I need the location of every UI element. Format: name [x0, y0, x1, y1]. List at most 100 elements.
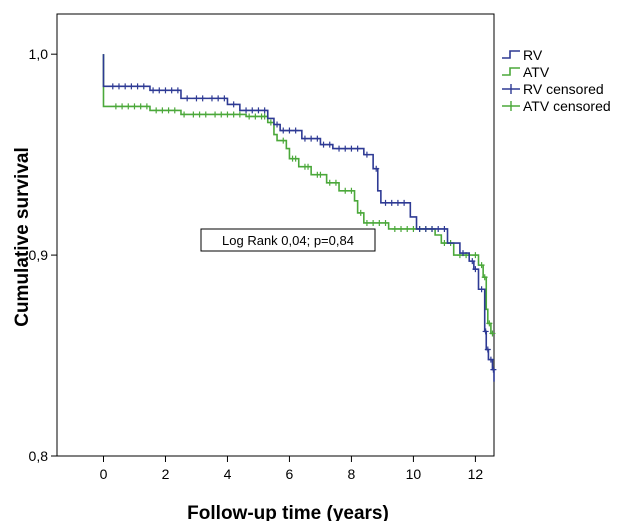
censor-mark-atv — [119, 103, 126, 110]
censor-mark-rv — [230, 101, 237, 108]
x-tick-label: 4 — [224, 466, 232, 482]
censor-mark-rv — [416, 225, 423, 232]
plot-area-border — [56, 13, 495, 457]
censor-mark-atv — [196, 111, 203, 118]
legend-label: ATV censored — [523, 98, 611, 114]
censor-mark-atv — [363, 219, 370, 226]
legend-censor-swatch — [502, 84, 520, 94]
censor-mark-atv — [348, 187, 355, 194]
censor-mark-atv — [137, 103, 144, 110]
censor-mark-atv — [125, 103, 132, 110]
censor-mark-rv — [363, 151, 370, 158]
censor-mark-atv — [267, 119, 274, 126]
censor-mark-rv — [115, 83, 122, 90]
censor-mark-atv — [202, 111, 209, 118]
censor-mark-rv — [472, 266, 479, 273]
legend-item: ATV — [502, 64, 550, 80]
annotation-text: Log Rank 0,04; p=0,84 — [222, 233, 354, 248]
annotation-box-frame — [200, 228, 376, 252]
censor-mark-atv — [481, 274, 488, 281]
x-axis: 0 2 4 6 8 10 12 — [100, 456, 483, 482]
plot-frame — [56, 13, 495, 457]
censor-mark-rv — [482, 328, 489, 335]
censor-mark-rv — [140, 83, 147, 90]
censor-mark-rv — [156, 87, 163, 94]
censor-mark-atv — [478, 262, 485, 269]
y-tick-label: 1,0 — [29, 46, 49, 62]
censor-mark-rv — [208, 95, 215, 102]
censor-mark-rv — [435, 225, 442, 232]
censor-mark-rv — [388, 199, 395, 206]
x-tick-label: 10 — [406, 466, 422, 482]
legend-item: RV censored — [502, 81, 604, 97]
censor-mark-atv — [252, 113, 259, 120]
censor-mark-rv — [484, 346, 491, 353]
censor-mark-atv — [410, 225, 417, 232]
censor-mark-atv — [326, 179, 333, 186]
legend-line-swatch — [502, 67, 520, 76]
y-tick-label: 0,9 — [29, 247, 49, 263]
legend-label: RV — [523, 47, 543, 63]
censor-mark-atv — [441, 240, 448, 247]
censor-mark-atv — [382, 219, 389, 226]
legend-censor-swatch — [502, 101, 520, 111]
y-axis-title: Cumulative survival — [12, 147, 33, 327]
legend-item: ATV censored — [502, 98, 611, 114]
censor-mark-atv — [370, 219, 377, 226]
censor-mark-rv — [320, 141, 327, 148]
censor-mark-atv — [261, 113, 268, 120]
legend-label: RV censored — [523, 81, 604, 97]
censor-mark-rv — [348, 145, 355, 152]
censor-mark-atv — [171, 107, 178, 114]
censor-mark-atv — [376, 219, 383, 226]
censor-mark-rv — [255, 107, 262, 114]
censor-mark-atv — [143, 103, 150, 110]
censor-mark-rv — [460, 250, 467, 257]
censor-mark-atv — [236, 111, 243, 118]
censor-mark-atv — [317, 171, 324, 178]
censor-mark-rv — [128, 83, 135, 90]
censor-mark-atv — [159, 107, 166, 114]
legend-label: ATV — [523, 64, 550, 80]
censor-mark-rv — [174, 87, 181, 94]
censor-mark-rv — [150, 87, 157, 94]
censor-mark-atv — [165, 107, 172, 114]
censor-mark-rv — [314, 135, 321, 142]
censor-mark-atv — [404, 225, 411, 232]
censor-mark-atv — [342, 187, 349, 194]
censor-mark-rv — [401, 199, 408, 206]
legend-item: RV — [502, 47, 543, 63]
x-axis-title: Follow-up time (years) — [187, 503, 389, 521]
censor-mark-rv — [342, 145, 349, 152]
censor-mark-atv — [292, 155, 299, 162]
series-atv — [102, 54, 496, 337]
log-rank-annotation: Log Rank 0,04; p=0,84 — [200, 228, 376, 252]
legend-line-swatch — [502, 50, 520, 59]
censor-mark-atv — [153, 107, 160, 114]
series-layer — [102, 54, 497, 382]
censor-mark-rv — [215, 95, 222, 102]
censor-mark-atv — [181, 111, 188, 118]
y-tick-label: 0,8 — [29, 448, 49, 464]
censor-mark-rv — [301, 135, 308, 142]
censor-mark-rv — [292, 127, 299, 134]
series-rv — [102, 54, 497, 382]
censor-mark-rv — [274, 121, 281, 128]
censor-mark-atv — [486, 320, 493, 327]
x-tick-label: 6 — [286, 466, 294, 482]
censor-mark-atv — [224, 111, 231, 118]
censor-mark-rv — [134, 83, 141, 90]
censor-mark-rv — [394, 199, 401, 206]
censor-mark-rv — [184, 95, 191, 102]
censor-mark-atv — [398, 225, 405, 232]
censor-mark-rv — [243, 107, 250, 114]
censor-mark-rv — [429, 225, 436, 232]
censor-mark-atv — [280, 137, 287, 144]
censor-mark-rv — [249, 107, 256, 114]
censor-mark-rv — [286, 127, 293, 134]
censor-mark-rv — [422, 225, 429, 232]
censor-mark-rv — [308, 135, 315, 142]
censor-mark-atv — [246, 113, 253, 120]
censor-mark-rv — [490, 366, 497, 373]
